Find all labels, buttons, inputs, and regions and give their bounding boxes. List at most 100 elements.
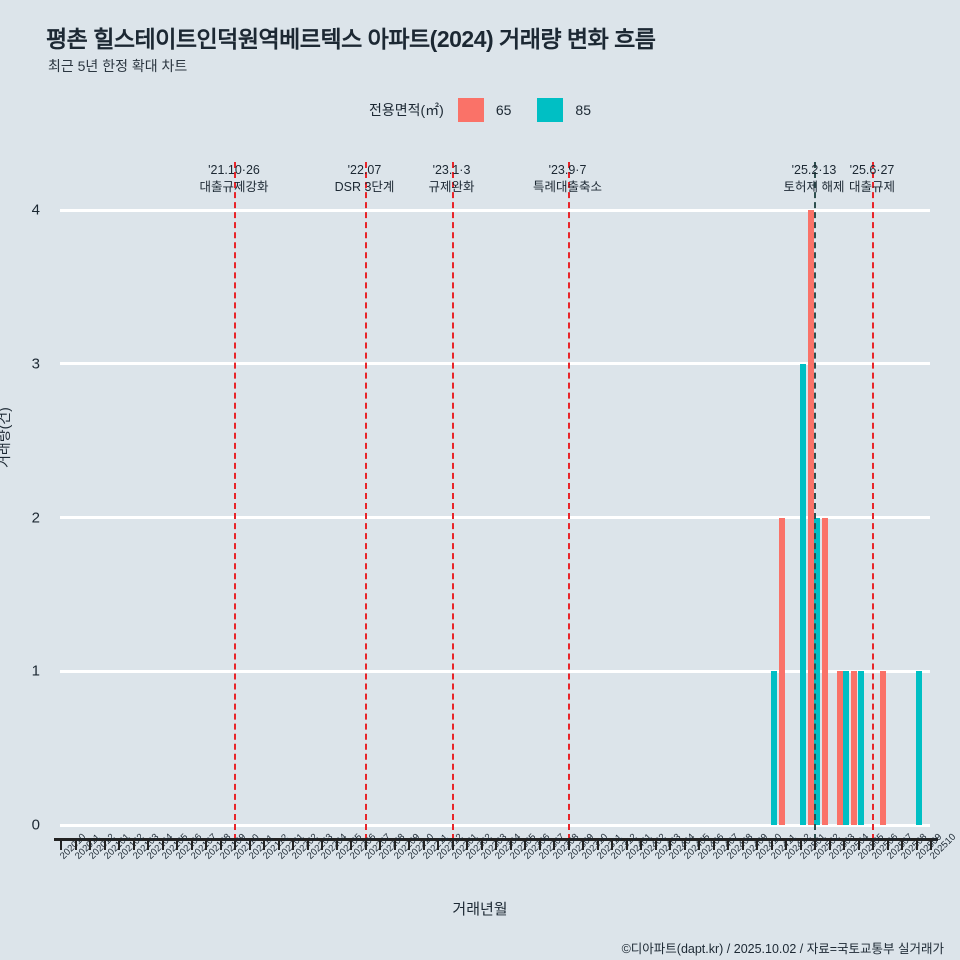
x-tick [451, 838, 454, 850]
event-line [567, 162, 570, 840]
x-tick [857, 838, 860, 850]
event-date: '21.10·26 [208, 163, 260, 177]
bar[interactable] [843, 671, 850, 825]
x-tick [915, 838, 918, 850]
event-annotation: '21.10·26 대출규제강화 [199, 162, 268, 196]
gridline [60, 208, 930, 212]
legend-label-65: 65 [495, 102, 512, 118]
x-tick [321, 838, 323, 850]
bar[interactable] [851, 671, 858, 825]
x-tick [524, 838, 526, 850]
x-tick [930, 838, 932, 850]
x-tick [205, 838, 207, 850]
event-annotation: '22.07 DSR 3단계 [335, 162, 395, 196]
x-tick [596, 838, 599, 850]
x-tick [234, 838, 236, 850]
x-tick [495, 838, 497, 850]
x-tick [625, 838, 628, 850]
x-tick [611, 838, 613, 850]
x-tick [219, 838, 222, 850]
event-line [364, 162, 367, 840]
event-annotation: '23.9·7 특례대출축소 [533, 162, 602, 196]
x-tick [60, 838, 62, 850]
event-annotation: '25.2·13 토허제 해제 [784, 162, 845, 196]
x-tick [147, 838, 149, 850]
x-tick [553, 838, 555, 850]
plot-area [60, 162, 930, 840]
event-label: 특례대출축소 [532, 180, 603, 194]
x-tick [886, 838, 889, 850]
x-tick [466, 838, 468, 850]
bar[interactable] [822, 517, 829, 825]
event-annotation: '23.1·3 규제완화 [428, 162, 474, 196]
x-tick [727, 838, 729, 850]
event-date: '22.07 [347, 163, 382, 177]
legend-title: 전용면적(㎡) [368, 102, 444, 118]
x-axis-title: 거래년월 [452, 901, 508, 918]
event-date: '23.9·7 [548, 163, 587, 177]
event-line [451, 162, 454, 840]
gridline [60, 516, 930, 519]
x-tick [741, 838, 744, 850]
x-tick [350, 838, 352, 850]
legend-entry-65[interactable]: 65 [457, 98, 538, 122]
bar[interactable] [836, 671, 843, 825]
x-tick [828, 838, 831, 850]
x-tick [161, 838, 164, 850]
x-tick [567, 838, 570, 850]
event-date: '23.1·3 [432, 163, 471, 177]
event-line [814, 162, 816, 840]
x-tick [640, 838, 642, 850]
x-tick [683, 838, 686, 850]
bar[interactable] [915, 671, 922, 825]
x-tick [770, 838, 773, 850]
legend-swatch-85 [537, 98, 564, 122]
x-tick [118, 838, 120, 850]
x-tick [379, 838, 381, 850]
x-tick [335, 838, 338, 850]
legend-entry-85[interactable]: 85 [537, 98, 591, 122]
event-date: '25.6·27 [849, 163, 895, 177]
x-tick [582, 838, 584, 850]
gridline [60, 823, 930, 827]
event-line [872, 162, 874, 840]
x-tick [901, 838, 903, 850]
bar[interactable] [807, 210, 814, 825]
y-axis-tick-labels: 0 1 2 3 4 [0, 202, 52, 834]
x-tick [669, 838, 671, 850]
chart-legend: 전용면적(㎡) 65 85 [0, 98, 960, 122]
x-tick [408, 838, 410, 850]
x-tick [799, 838, 802, 850]
bar[interactable] [770, 671, 777, 825]
x-tick [132, 838, 135, 850]
x-tick [190, 838, 193, 850]
x-tick [292, 838, 294, 850]
x-tick [74, 838, 77, 850]
x-tick [480, 838, 483, 850]
bar[interactable] [880, 671, 887, 825]
x-tick [756, 838, 758, 850]
y-tick-label: 3 [31, 355, 40, 373]
bar[interactable] [799, 363, 806, 825]
x-tick [364, 838, 367, 850]
x-tick [843, 838, 845, 850]
event-label: DSR 3단계 [334, 180, 395, 194]
bar[interactable] [857, 671, 864, 825]
gridline [60, 362, 930, 366]
x-tick [698, 838, 700, 850]
event-label: 대출규제강화 [199, 180, 269, 194]
x-tick [103, 838, 106, 850]
x-tick [277, 838, 280, 850]
x-tick [437, 838, 439, 850]
bar[interactable] [778, 517, 785, 825]
page-subtitle: 최근 5년 한정 확대 차트 [48, 58, 188, 74]
event-annotation: '25.6·27 대출규제 [849, 162, 895, 196]
y-tick-label: 1 [31, 662, 40, 680]
bar[interactable] [814, 517, 821, 825]
event-date: '25.2·13 [791, 163, 837, 177]
y-tick-label: 0 [31, 816, 40, 834]
x-tick [509, 838, 512, 850]
x-tick [422, 838, 425, 850]
x-tick [814, 838, 816, 850]
